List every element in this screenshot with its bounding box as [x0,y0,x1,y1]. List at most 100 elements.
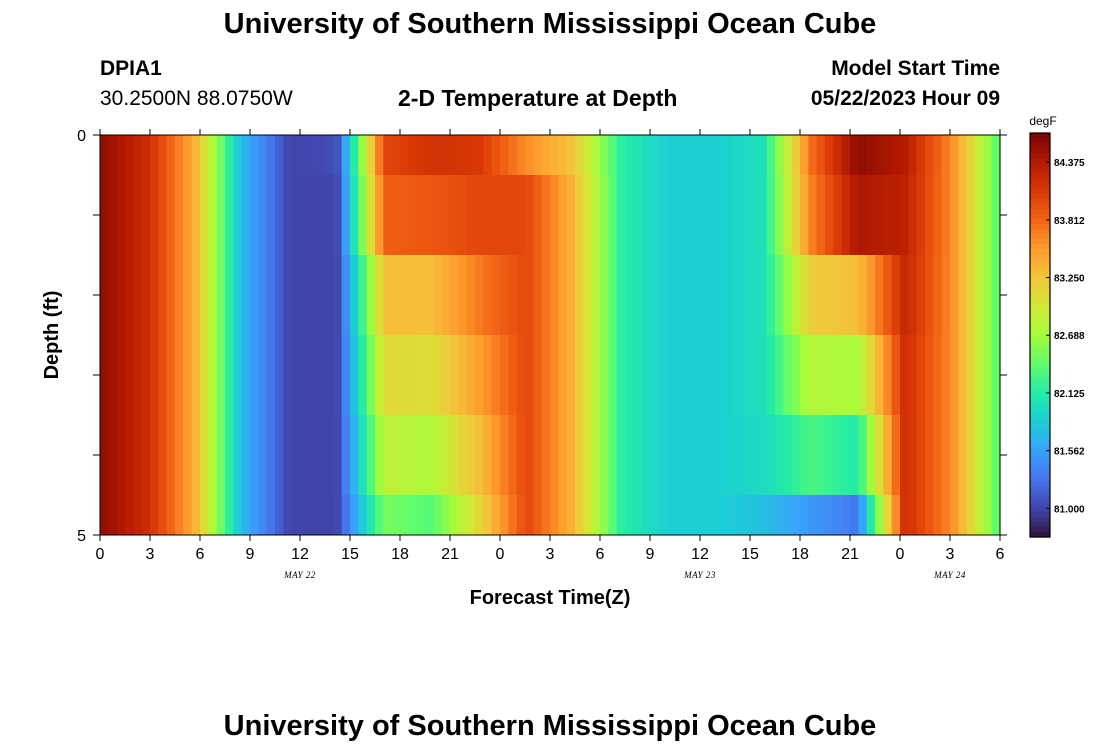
heatmap-cell [308,135,318,175]
heatmap-cell [733,135,743,175]
heatmap-cell [975,255,984,335]
heatmap-cell [600,255,609,335]
heatmap-cell [633,175,643,255]
heatmap-cell [350,175,359,255]
heatmap-cell [175,255,184,335]
y-tick-label: 0 [77,128,86,145]
colorbar-swatch [1030,335,1050,341]
heatmap-cell [325,135,334,175]
x-tick-label: 12 [291,546,309,563]
heatmap-cell [966,415,976,495]
heatmap-cell [216,175,226,255]
heatmap-cell [516,415,526,495]
x-tick-label: 21 [841,546,859,563]
heatmap-cell [583,415,593,495]
heatmap-cell [958,495,968,535]
heatmap-cell [650,255,659,335]
heatmap-cell [833,175,843,255]
heatmap-cell [841,415,851,495]
heatmap-cell [816,335,826,415]
heatmap-cell [241,175,251,255]
heatmap-cell [700,175,709,255]
heatmap-cell [825,335,834,415]
heatmap-cell [833,135,843,175]
heatmap-cell [650,415,659,495]
heatmap-cell [783,255,793,335]
heatmap-cell [308,175,318,255]
heatmap-cell [275,175,284,255]
heatmap-cell [816,495,826,535]
heatmap-cell [883,255,893,335]
heatmap-cell [775,255,784,335]
heatmap-cell [775,495,784,535]
heatmap-cell [483,495,493,535]
heatmap-cell [558,335,568,415]
heatmap-cell [841,495,851,535]
heatmap-cell [366,175,376,255]
heatmap-cell [550,135,559,175]
heatmap-cell [700,255,709,335]
heatmap-cell [333,175,343,255]
heatmap-cell [891,415,901,495]
heatmap-cell [183,175,193,255]
heatmap-cell [233,495,243,535]
heatmap-cell [791,335,801,415]
heatmap-cell [283,415,293,495]
heatmap-cell [783,175,793,255]
heatmap-cell [900,415,909,495]
heatmap-cell [666,135,676,175]
heatmap-cell [933,495,943,535]
heatmap-cell [508,175,518,255]
heatmap-cell [283,175,293,255]
heatmap-cell [675,135,684,175]
heatmap-cell [800,335,809,415]
heatmap-cell [175,415,184,495]
heatmap-cell [466,495,476,535]
heatmap-cell [591,415,601,495]
heatmap-cell [491,415,501,495]
heatmap-cell [425,255,434,335]
heatmap-cell [316,415,326,495]
heatmap-cell [350,495,359,535]
heatmap-cell [525,255,534,335]
heatmap-cell [425,415,434,495]
x-tick-label: 6 [196,546,205,563]
heatmap-cell [691,175,701,255]
x-tick-label: 9 [246,546,255,563]
heatmap-cell [391,255,401,335]
heatmap-cell [275,415,284,495]
heatmap-cell [191,255,201,335]
heatmap-cell [575,255,584,335]
heatmap-cell [916,335,926,415]
model-start-label: Model Start Time [831,57,1000,80]
heatmap-cell [208,495,218,535]
heatmap-cell [866,135,876,175]
heatmap-cell [641,135,651,175]
colorbar-swatch [1030,294,1050,301]
heatmap-cell [558,175,568,255]
heatmap-cell [675,495,684,535]
heatmap-cell [416,415,426,495]
heatmap-cell [350,135,359,175]
heatmap-cell [766,135,776,175]
heatmap-cell [991,495,1001,535]
heatmap-cell [925,135,934,175]
colorbar-swatch [1030,405,1050,412]
heatmap-cell [808,415,818,495]
heatmap-cell [450,335,459,415]
heatmap-cell [825,255,834,335]
station-id: DPIA1 [100,57,162,80]
heatmap-cell [683,495,693,535]
heatmap-cell [766,495,776,535]
heatmap-cell [975,335,984,415]
heatmap-cell [350,335,359,415]
heatmap-cell [458,255,468,335]
heatmap-cell [633,255,643,335]
heatmap-cell [150,495,159,535]
heatmap-cell [416,255,426,335]
heatmap-cell [650,175,659,255]
heatmap-cell [758,175,768,255]
heatmap-cell [150,415,159,495]
heatmap-cell [450,175,459,255]
heatmap-cell [791,175,801,255]
